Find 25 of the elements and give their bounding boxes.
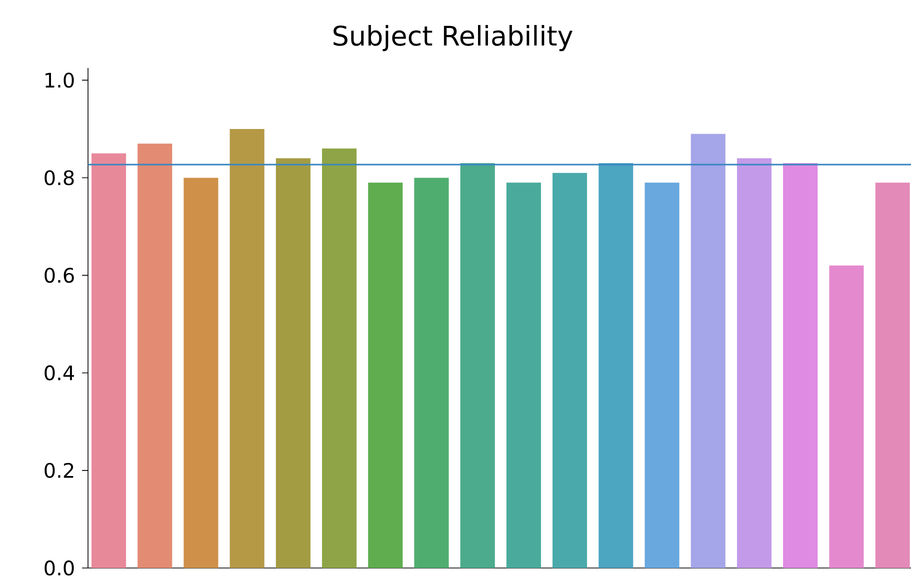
bar (644, 182, 680, 568)
bar (322, 148, 357, 568)
bar (460, 163, 495, 568)
bar (138, 144, 172, 568)
bar (368, 182, 403, 568)
bar (230, 128, 264, 568)
y-tick-label: 0.0 (44, 560, 74, 576)
bar (690, 134, 726, 568)
chart-title: Subject Reliability (334, 24, 572, 52)
y-tick-label: 0.2 (44, 462, 74, 478)
y-tick-label: 0.8 (44, 170, 74, 186)
bar (91, 153, 126, 568)
y-tick-label: 1.0 (46, 72, 74, 88)
bar (783, 163, 818, 568)
bar (184, 178, 218, 568)
bar (598, 163, 634, 568)
bar (552, 172, 588, 568)
bar (276, 158, 310, 568)
y-tick-label: 0.6 (44, 268, 74, 283)
bar (736, 158, 772, 568)
bar (829, 266, 864, 568)
bar (414, 178, 449, 568)
bar (875, 182, 910, 568)
y-tick-label: 0.4 (44, 365, 74, 380)
bar (506, 182, 541, 568)
